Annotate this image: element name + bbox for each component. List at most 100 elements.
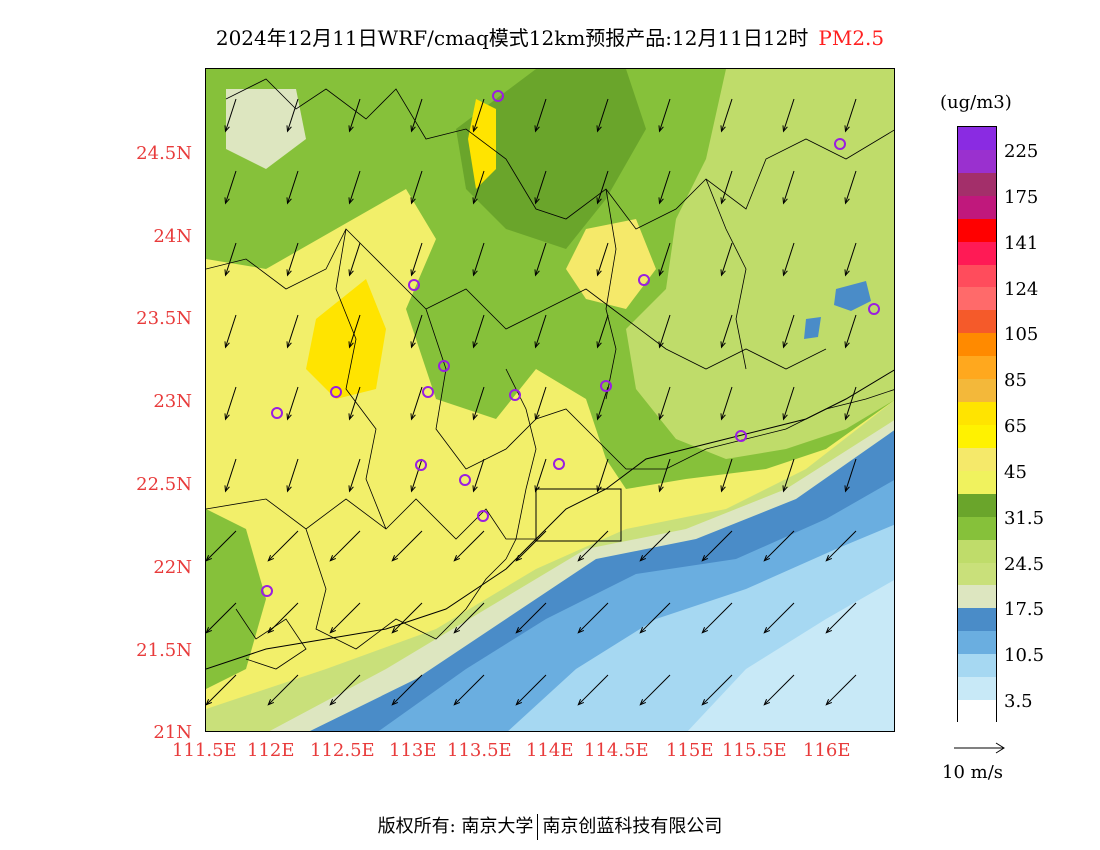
wind-arrow-head (658, 197, 664, 205)
wind-arrow (411, 242, 423, 276)
wind-arrow (721, 98, 733, 132)
legend-swatch (958, 333, 996, 357)
wind-arrow-head (825, 698, 833, 706)
color-legend (957, 126, 997, 723)
wind-arrow (329, 530, 361, 562)
legend-swatch (958, 241, 996, 265)
x-axis-label: 113E (389, 740, 437, 761)
wind-arrow-head (472, 341, 478, 349)
wind-arrow (639, 674, 671, 706)
wind-arrow (597, 386, 609, 420)
wind-arrow-head (410, 125, 416, 133)
wind-arrow-head (701, 698, 709, 706)
wind-arrow-head (534, 485, 540, 493)
inland-blue-patch-2 (804, 317, 821, 339)
y-axis-label: 24.5N (136, 143, 192, 164)
wind-arrow-head (782, 413, 788, 421)
wind-arrow-head (596, 413, 602, 421)
wind-arrow (577, 602, 609, 634)
legend-swatch (958, 447, 996, 471)
wind-arrow-head (267, 698, 275, 706)
wind-arrow-head (286, 485, 292, 493)
wind-arrow (845, 386, 857, 420)
wind-arrow-head (267, 626, 275, 634)
wind-arrow-head (658, 485, 664, 493)
legend-swatch (958, 608, 996, 632)
wind-arrow-head (267, 554, 275, 562)
legend-swatch (958, 470, 996, 494)
wind-arrow (597, 314, 609, 348)
region-sw-green (206, 509, 266, 689)
x-axis-label: 115E (666, 740, 714, 761)
region-darkgreen (456, 69, 646, 249)
legend-swatch (958, 402, 996, 425)
wind-arrow (639, 530, 671, 562)
x-axis-label: 115.5E (722, 740, 787, 761)
wind-arrow (577, 530, 609, 562)
wind-arrow-head (720, 197, 726, 205)
wind-arrow (721, 170, 733, 204)
legend-label: 225 (1004, 141, 1039, 162)
legend-label: 24.5 (1004, 554, 1045, 575)
wind-arrow-head (348, 197, 354, 205)
wind-arrow (473, 458, 485, 492)
legend-label: 124 (1004, 279, 1039, 300)
wind-arrow-head (763, 626, 771, 634)
wind-arrow (349, 242, 361, 276)
wind-arrow-head (453, 698, 461, 706)
wind-arrow (287, 98, 299, 132)
wind-arrow (515, 602, 547, 634)
wind-arrow (473, 314, 485, 348)
wind-arrow (597, 98, 609, 132)
wind-arrow-head (410, 197, 416, 205)
legend-swatch (958, 493, 996, 517)
wind-arrow-head (844, 125, 850, 133)
wind-arrow-head (577, 554, 585, 562)
station-marker (422, 386, 434, 398)
wind-arrow-head (410, 413, 416, 421)
legend-swatch (958, 356, 996, 380)
wind-arrow-head (224, 197, 230, 205)
wind-arrow (763, 674, 795, 706)
station-marker (330, 386, 342, 398)
x-axis-label: 113.5E (447, 740, 512, 761)
wind-arrow-head (658, 413, 664, 421)
wind-arrow (473, 170, 485, 204)
wind-arrow (411, 314, 423, 348)
station-marker (735, 430, 747, 442)
wind-arrow-head (825, 626, 833, 634)
station-marker (408, 279, 420, 291)
wind-arrow (597, 242, 609, 276)
wind-scale-arrow-icon (954, 742, 1005, 754)
station-marker (600, 380, 612, 392)
wind-arrow-head (286, 197, 292, 205)
station-marker (438, 360, 450, 372)
wind-arrow-head (348, 125, 354, 133)
legend-swatch (958, 539, 996, 563)
wind-arrow (845, 98, 857, 132)
wind-arrow (845, 458, 857, 492)
wind-arrow (287, 170, 299, 204)
wind-arrow-head (720, 413, 726, 421)
footer-divider (537, 814, 539, 840)
title-pollutant: PM2.5 (818, 26, 885, 50)
wind-arrow-head (329, 554, 337, 562)
wind-arrow (329, 674, 361, 706)
station-marker (509, 389, 521, 401)
wind-arrow-head (286, 269, 292, 277)
wind-arrow (535, 314, 547, 348)
wind-arrow-head (844, 485, 850, 493)
wind-arrow-head (329, 698, 337, 706)
wind-arrow-head (348, 413, 354, 421)
wind-arrow-head (720, 269, 726, 277)
wind-arrow (701, 602, 733, 634)
y-axis-label: 23.5N (136, 308, 192, 329)
footer-right: 南京创蓝科技有限公司 (542, 816, 723, 837)
wind-arrow (783, 314, 795, 348)
wind-arrow (763, 602, 795, 634)
wind-arrow-head (472, 125, 478, 133)
wind-arrow-head (844, 341, 850, 349)
wind-arrow-head (639, 554, 647, 562)
wind-arrow (721, 386, 733, 420)
wind-arrow-head (596, 485, 602, 493)
